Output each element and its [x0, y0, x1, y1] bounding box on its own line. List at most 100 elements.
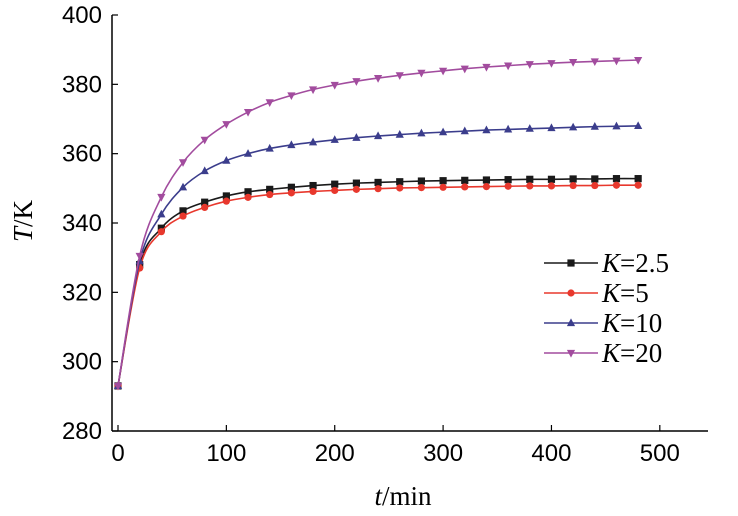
x-axis-title: t/min: [374, 481, 432, 511]
data-point: [634, 175, 642, 183]
data-point: [201, 203, 209, 211]
data-point: [525, 124, 534, 132]
data-point: [309, 181, 317, 190]
data-point: [438, 127, 448, 136]
series-layer: [113, 56, 643, 391]
y-axis-title: T/K: [8, 199, 38, 242]
data-point: [287, 189, 295, 197]
data-point: [547, 182, 556, 190]
data-point: [395, 130, 404, 138]
data-point: [612, 121, 621, 130]
data-point: [331, 186, 339, 195]
data-point: [179, 207, 187, 215]
data-point: [482, 125, 491, 134]
axes: 0 100 200 300 400 500 280 300 320 340 360 380 400: [62, 2, 708, 467]
data-point: [266, 185, 274, 193]
data-point: [113, 382, 123, 391]
data-point: [438, 67, 448, 76]
data-point: [373, 74, 383, 83]
data-point: [569, 59, 578, 67]
data-point: [222, 121, 231, 129]
data-point: [591, 181, 599, 190]
legend-marker: [566, 349, 576, 358]
data-point: [178, 182, 188, 191]
data-point: [634, 181, 642, 189]
x-tick-label: 200: [315, 440, 355, 467]
data-point: [504, 176, 512, 184]
data-point: [439, 177, 447, 185]
data-point: [417, 69, 426, 78]
data-point: [287, 140, 296, 149]
data-point: [157, 209, 166, 218]
data-point: [157, 228, 165, 236]
data-point: [417, 177, 426, 185]
data-point: [308, 137, 318, 146]
legend: K=2.5K=5K=10K=20: [544, 248, 669, 368]
data-point: [569, 175, 577, 183]
data-point: [634, 121, 643, 130]
legend-entry: K=5: [544, 278, 649, 308]
legend-entry: K=2.5: [544, 248, 669, 278]
data-point: [287, 183, 295, 191]
y-tick-label: 320: [62, 279, 102, 306]
data-point: [373, 131, 383, 140]
data-point: [526, 182, 534, 190]
data-point: [244, 193, 252, 201]
data-point: [352, 133, 361, 141]
legend-label: K=10: [601, 308, 662, 338]
series-line: [117, 125, 639, 387]
data-point: [330, 135, 339, 143]
data-point: [309, 187, 317, 196]
data-point: [265, 143, 274, 152]
data-point: [200, 166, 209, 175]
series-line: [117, 59, 639, 387]
data-point: [352, 185, 360, 193]
data-point: [547, 60, 556, 68]
legend-marker: [567, 289, 575, 297]
data-point: [417, 184, 426, 192]
x-tick-label: 400: [531, 440, 571, 467]
data-point: [352, 179, 360, 187]
data-point: [590, 122, 599, 130]
data-point: [201, 198, 209, 206]
data-point: [612, 175, 621, 183]
legend-marker: [567, 259, 575, 267]
data-point: [612, 57, 621, 66]
data-point: [243, 149, 253, 157]
data-point: [590, 58, 599, 67]
data-point: [461, 176, 469, 184]
data-point: [482, 63, 491, 72]
data-point: [265, 99, 274, 107]
data-point: [330, 81, 339, 90]
legend-entry: K=10: [544, 308, 662, 338]
data-point: [569, 122, 578, 131]
data-point: [461, 183, 469, 191]
data-point: [547, 123, 556, 132]
series-1: [114, 181, 642, 390]
legend-entry: K=20: [544, 338, 662, 368]
data-point: [396, 178, 404, 186]
data-point: [135, 252, 144, 261]
data-point: [222, 197, 230, 205]
legend-marker: [566, 318, 576, 327]
data-point: [352, 78, 361, 86]
y-tick-label: 280: [62, 418, 102, 445]
data-point: [504, 62, 513, 71]
data-point: [287, 92, 296, 101]
data-point: [525, 61, 534, 69]
data-point: [374, 185, 382, 193]
x-tick-label: 300: [423, 440, 463, 467]
data-point: [179, 212, 187, 220]
data-point: [417, 128, 426, 137]
data-point: [634, 56, 643, 65]
data-point: [308, 86, 318, 95]
data-point: [482, 176, 491, 184]
data-point: [612, 181, 621, 189]
y-tick-label: 340: [62, 210, 102, 237]
data-point: [222, 156, 231, 164]
data-point: [482, 183, 491, 191]
data-point: [526, 175, 534, 183]
series-line: [117, 184, 639, 387]
data-point: [244, 188, 252, 196]
legend-label: K=20: [601, 338, 662, 368]
